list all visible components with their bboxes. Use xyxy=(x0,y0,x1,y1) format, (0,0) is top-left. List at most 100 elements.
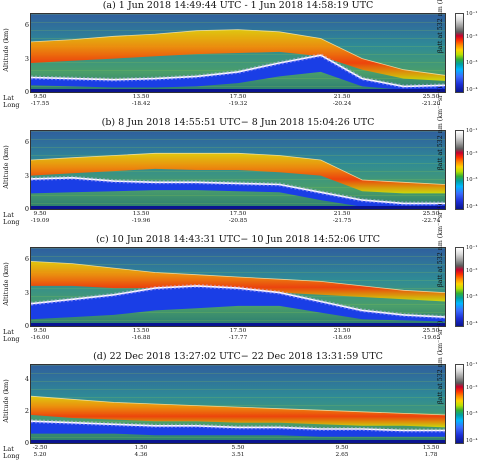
y-axis-label: Altitude (km) xyxy=(2,379,10,423)
boundary-layer xyxy=(31,177,445,208)
dust-layer xyxy=(31,261,445,302)
long-tick: -22.74 xyxy=(421,218,441,224)
noise-stripe xyxy=(31,264,445,265)
noise-stripe xyxy=(31,405,445,406)
lat-tick: 25.50 xyxy=(422,94,440,100)
dust-top-line xyxy=(31,29,445,76)
lat-tick: 13.50 xyxy=(422,445,440,451)
curtain-svg xyxy=(31,248,445,326)
noise-stripe xyxy=(31,179,445,180)
noise-stripe xyxy=(31,195,445,196)
surface-return xyxy=(31,89,445,92)
long-tick: -20.85 xyxy=(228,218,248,224)
lidar-curtain-plot xyxy=(30,13,446,93)
cloud-mask-outline xyxy=(31,175,445,206)
lat-tick: 21.50 xyxy=(333,94,351,100)
noise-stripe xyxy=(31,203,445,204)
noise-stripe xyxy=(31,272,445,273)
noise-stripe xyxy=(31,86,445,87)
y-tick: 3 xyxy=(24,289,29,297)
long-tick: 3.51 xyxy=(231,452,245,458)
y-tick: 0 xyxy=(24,88,29,96)
lat-tick: 13.50 xyxy=(132,211,150,217)
colorbar-label: βatt at 532 nm (km⁻¹ sr⁻¹) xyxy=(437,320,444,404)
lat-label: Lat xyxy=(3,94,14,102)
lat-tick: 1.50 xyxy=(134,445,148,451)
colorbar-tick: 10⁻¹ xyxy=(466,245,478,251)
long-tick: -17.55 xyxy=(30,101,50,107)
long-tick: 5.20 xyxy=(33,452,47,458)
long-tick: -16.00 xyxy=(30,335,50,341)
long-label: Long xyxy=(3,101,20,109)
colorbar-label: βatt at 532 nm (km⁻¹ sr⁻¹) xyxy=(437,86,444,170)
noise-stripe xyxy=(31,256,445,257)
colorbar xyxy=(455,364,464,444)
curtain-svg xyxy=(31,365,445,443)
dust-layer xyxy=(31,153,445,194)
dust-layer xyxy=(31,29,445,81)
colorbar-tick: 10⁻² xyxy=(466,385,478,391)
surface-return xyxy=(31,206,445,209)
y-axis-label: Altitude (km) xyxy=(2,145,10,189)
lat-tick: 21.50 xyxy=(333,328,351,334)
boundary-layer-top-line xyxy=(31,420,445,432)
colorbar xyxy=(455,130,464,210)
noise-stripe xyxy=(31,131,445,132)
y-tick: 0 xyxy=(24,439,29,447)
colorbar-label: βatt at 532 nm (km⁻¹ sr⁻¹) xyxy=(437,0,444,53)
lat-tick: 17.50 xyxy=(229,211,247,217)
colorbar-tick: 10⁻⁴ xyxy=(466,438,478,444)
noise-stripe xyxy=(31,171,445,172)
noise-stripe xyxy=(31,147,445,148)
long-tick: 2.65 xyxy=(335,452,349,458)
colorbar-tick: 10⁻² xyxy=(466,151,478,157)
y-tick: 0 xyxy=(24,322,29,330)
dust-layer xyxy=(31,396,445,428)
boundary-layer-top-line xyxy=(31,285,445,318)
lat-label: Lat xyxy=(3,211,14,219)
colorbar-tick: 10⁻³ xyxy=(466,177,478,183)
lidar-curtain-plot xyxy=(30,130,446,210)
noise-stripe xyxy=(31,320,445,321)
noise-stripe xyxy=(31,397,445,398)
colorbar-tick: 10⁻² xyxy=(466,34,478,40)
cloud-mask-outline xyxy=(31,419,445,433)
dust-top-line xyxy=(31,395,445,416)
y-axis-label: Altitude (km) xyxy=(2,262,10,306)
lat-tick: 13.50 xyxy=(132,94,150,100)
panel-c: (c) 10 Jun 2018 14:43:31 UTC− 10 Jun 201… xyxy=(0,204,500,351)
cloud-mask-outline xyxy=(31,53,445,89)
long-tick: 1.78 xyxy=(424,452,438,458)
colorbar-label: βatt at 532 nm (km⁻¹ sr⁻¹) xyxy=(437,203,444,287)
lat-tick: 13.50 xyxy=(132,328,150,334)
long-tick: -16.88 xyxy=(131,335,151,341)
y-tick: 3 xyxy=(24,55,29,63)
y-tick: 6 xyxy=(24,255,29,263)
long-tick: -19.65 xyxy=(421,335,441,341)
lat-tick: 25.50 xyxy=(422,211,440,217)
long-tick: -21.20 xyxy=(421,101,441,107)
noise-stripe xyxy=(31,62,445,63)
panel-title: (d) 22 Dec 2018 13:27:02 UTC− 22 Dec 201… xyxy=(93,351,383,362)
long-label: Long xyxy=(3,218,20,226)
y-tick: 6 xyxy=(24,138,29,146)
colorbar-tick: 10⁻¹ xyxy=(466,362,478,368)
noise-stripe xyxy=(31,437,445,438)
colorbar-tick: 10⁻¹ xyxy=(466,128,478,134)
y-tick: 4 xyxy=(24,375,29,383)
lat-tick: 21.50 xyxy=(333,211,351,217)
lidar-curtain-plot xyxy=(30,247,446,327)
noise-stripe xyxy=(31,70,445,71)
dust-top-line xyxy=(31,152,445,185)
surface-return xyxy=(31,440,445,443)
long-tick: -19.09 xyxy=(30,218,50,224)
y-tick: 0 xyxy=(24,205,29,213)
colorbar-tick: 10⁻⁴ xyxy=(466,87,478,93)
noise-stripe xyxy=(31,312,445,313)
y-axis-label: Altitude (km) xyxy=(2,28,10,72)
y-tick: 6 xyxy=(24,21,29,29)
dust-top-line xyxy=(31,261,445,293)
noise-stripe xyxy=(31,139,445,140)
colorbar-tick: 10⁻³ xyxy=(466,60,478,66)
curtain-svg xyxy=(31,14,445,92)
